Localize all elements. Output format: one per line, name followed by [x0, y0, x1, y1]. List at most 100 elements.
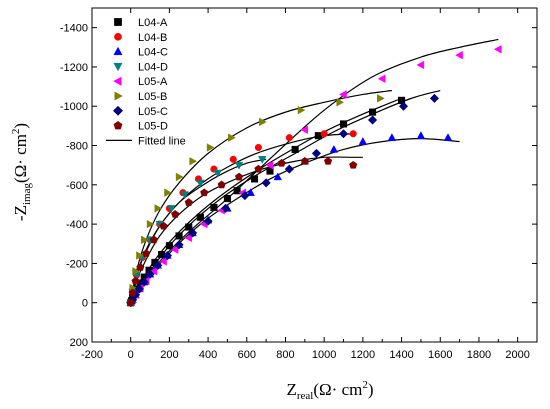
data-point	[184, 233, 192, 243]
data-point	[339, 90, 347, 99]
y-axis-title: -Zimag(Ω· cm2)	[10, 123, 33, 221]
legend-marker-l04-a	[114, 18, 122, 26]
legend-label-fitted-line: Fitted line	[138, 135, 186, 147]
data-point	[254, 143, 262, 152]
x-tick-label: 400	[199, 349, 217, 361]
data-point	[149, 235, 158, 244]
data-point	[146, 219, 155, 229]
fitted-line-l05-d	[130, 156, 363, 303]
data-point	[142, 249, 151, 258]
data-point	[234, 161, 244, 170]
data-point	[159, 257, 167, 266]
data-point	[336, 98, 345, 107]
data-point	[229, 155, 237, 163]
data-point	[184, 198, 193, 206]
data-point	[311, 148, 322, 159]
data-point	[273, 172, 282, 181]
series-l05-c	[126, 93, 440, 308]
x-tick-label: 600	[238, 349, 256, 361]
plot-frame	[91, 7, 538, 343]
data-point	[398, 101, 409, 111]
data-point	[165, 242, 173, 250]
y-axis-title-end: )	[11, 123, 30, 129]
data-point	[185, 223, 193, 231]
data-point	[254, 164, 263, 173]
x-tick-label: -200	[81, 349, 103, 361]
data-point	[200, 188, 209, 197]
data-point	[196, 213, 204, 221]
data-point	[132, 267, 141, 276]
x-axis-title-rest: (Ω· cm	[313, 380, 362, 399]
data-point	[164, 188, 172, 197]
data-point	[367, 115, 378, 125]
data-point	[145, 269, 155, 279]
x-axis-title: Zreal(Ω· cm2)	[286, 379, 373, 402]
data-point	[175, 172, 184, 182]
data-point	[153, 260, 163, 271]
legend-label-l04-d: L04-D	[138, 61, 168, 73]
data-point	[136, 263, 145, 271]
data-point	[203, 216, 213, 226]
legend-label-l04-c: L04-C	[138, 47, 168, 59]
data-point	[189, 157, 198, 166]
legend-label-l04-b: L04-B	[138, 32, 167, 44]
data-points	[126, 45, 502, 308]
x-axis-ticks: -200 0 200 400 600 800 1000 1200 1400 1600 1800 200…	[81, 8, 530, 361]
data-point	[266, 167, 274, 175]
data-point	[443, 133, 453, 141]
legend-marker-l05-d	[113, 120, 123, 130]
data-point	[180, 191, 190, 200]
data-point	[493, 45, 502, 54]
data-point	[368, 108, 377, 116]
legend-marker-l05-b	[114, 91, 123, 101]
data-point	[387, 133, 397, 141]
y-tick-label: -800	[66, 141, 88, 153]
data-point	[349, 160, 358, 169]
x-axis-title-sub: real	[297, 390, 313, 402]
data-point	[329, 144, 339, 153]
series-l05-d	[126, 156, 358, 307]
x-axis-title-main: Z	[286, 380, 296, 399]
data-point	[136, 251, 144, 260]
data-point	[250, 175, 259, 183]
y-tick-label: -1200	[60, 62, 88, 74]
data-point	[210, 203, 218, 211]
data-point	[126, 298, 135, 307]
fitted-line-l05-b	[130, 89, 392, 303]
y-axis-title-rest: (Ω· cm	[11, 134, 30, 183]
y-axis-ticks: 200 0 -200 -400 -600 -800 -1000 -1200 -1400	[60, 23, 537, 349]
fitted-line-l05-a	[130, 38, 499, 304]
data-point	[377, 94, 385, 103]
series-l04-c	[126, 131, 453, 306]
data-point	[223, 195, 231, 203]
x-tick-label: 800	[276, 349, 294, 361]
y-axis-title-sub: imag	[21, 183, 33, 205]
data-point	[320, 130, 328, 138]
data-point	[285, 134, 293, 142]
data-point	[213, 169, 222, 178]
data-point	[228, 133, 236, 142]
x-tick-label: 1000	[312, 349, 336, 361]
data-point	[139, 277, 149, 287]
data-point	[162, 250, 173, 261]
x-tick-label: 1200	[351, 349, 375, 361]
data-point	[258, 156, 267, 164]
data-point	[277, 158, 286, 167]
y-tick-label: -200	[66, 258, 88, 270]
data-point	[323, 156, 333, 165]
data-point	[240, 190, 250, 201]
data-point	[174, 240, 184, 250]
y-tick-label: -400	[66, 219, 88, 231]
data-point	[284, 164, 294, 174]
legend-marker-l05-c	[112, 105, 124, 116]
data-point	[297, 105, 306, 115]
x-tick-label: 0	[128, 349, 134, 361]
data-point	[349, 130, 357, 138]
x-tick-label: 1800	[467, 349, 491, 361]
data-point	[246, 188, 255, 196]
data-point	[291, 145, 299, 154]
legend-label-l05-a: L05-A	[138, 76, 168, 88]
data-point	[234, 172, 244, 181]
data-point	[233, 187, 241, 195]
